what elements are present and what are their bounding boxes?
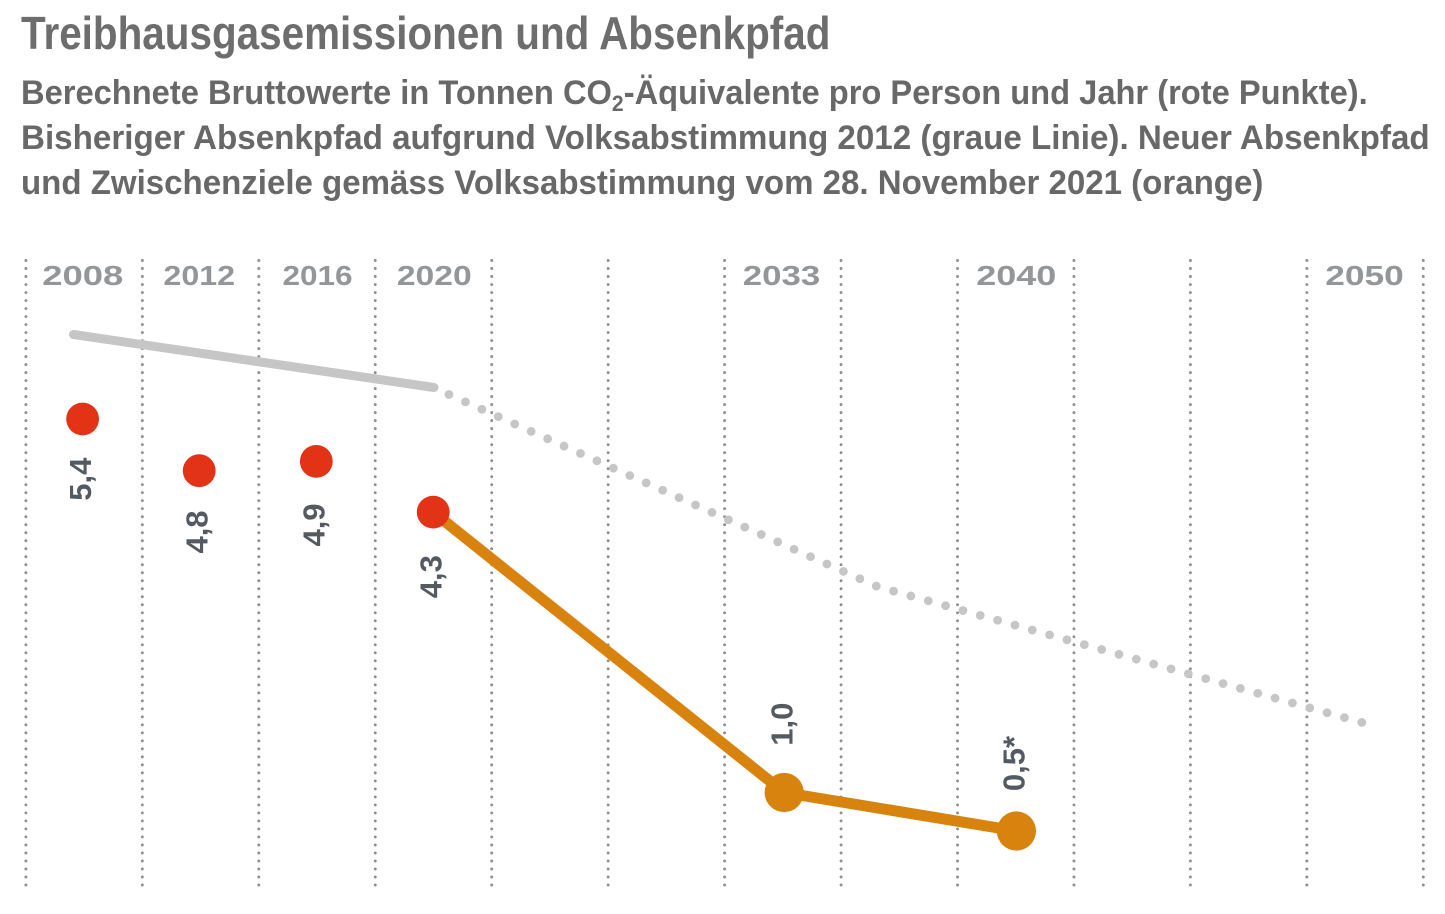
svg-text:2016: 2016: [282, 261, 352, 292]
svg-text:2012: 2012: [163, 261, 235, 292]
svg-text:0,5*: 0,5*: [997, 735, 1032, 791]
svg-text:4,8: 4,8: [180, 510, 215, 553]
svg-text:Bisheriger Absenkpfad aufgrund: Bisheriger Absenkpfad aufgrund Volksabst…: [21, 120, 1430, 157]
svg-text:Berechnete Bruttowerte in Tonn: Berechnete Bruttowerte in Tonnen CO2-Äqu…: [21, 74, 1368, 116]
svg-text:2033: 2033: [743, 260, 820, 292]
svg-text:5,4: 5,4: [63, 457, 98, 501]
svg-text:4,3: 4,3: [414, 555, 449, 598]
svg-text:2040: 2040: [976, 260, 1056, 291]
svg-text:2020: 2020: [397, 260, 472, 292]
svg-text:2050: 2050: [1325, 260, 1404, 292]
svg-text:4,9: 4,9: [297, 503, 332, 546]
svg-text:1,0: 1,0: [765, 703, 800, 746]
svg-text:Treibhausgasemissionen und Abs: Treibhausgasemissionen und Absenkpfad: [21, 9, 830, 60]
svg-text:und Zwischenziele gemäss Volks: und Zwischenziele gemäss Volksabstimmung…: [21, 165, 1263, 203]
svg-text:2008: 2008: [42, 260, 123, 291]
